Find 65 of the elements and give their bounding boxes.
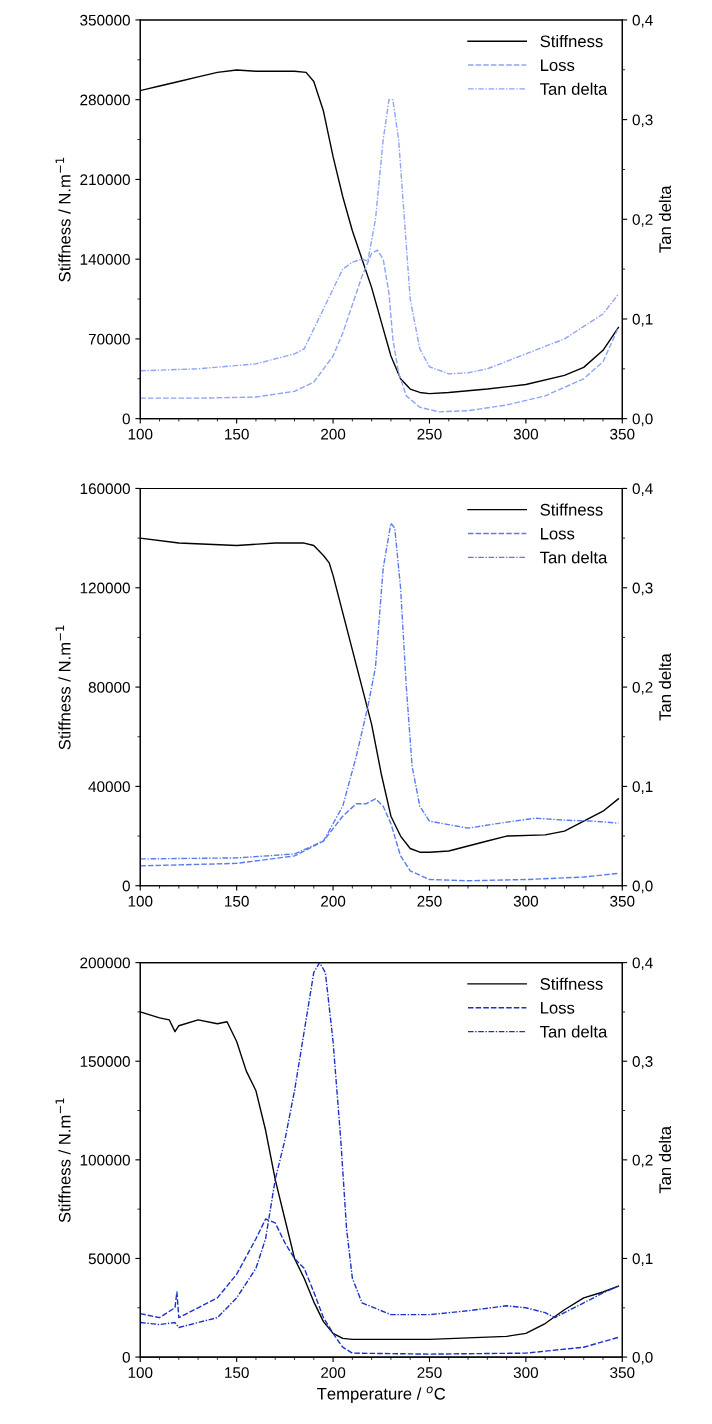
y-tick-label: 160000 xyxy=(80,483,130,495)
x-tick-label: 350 xyxy=(610,1367,635,1379)
y-tick-label: 50000 xyxy=(88,1253,130,1265)
y2-tick-label: 0,3 xyxy=(632,582,653,596)
x-tick-label: 250 xyxy=(417,895,442,907)
y-tick-label: 70000 xyxy=(88,333,130,345)
x-tick-label: 300 xyxy=(513,895,539,907)
y2-tick-label: 0,0 xyxy=(632,413,653,427)
x-tick-label: 150 xyxy=(225,895,249,907)
y2-tick-label: 0,1 xyxy=(632,1253,653,1266)
y-tick-label: 350000 xyxy=(80,14,130,26)
x-tick-label: 150 xyxy=(225,428,249,440)
legend-label: Tan delta xyxy=(540,82,608,95)
y2-tick-label: 0,4 xyxy=(632,14,653,28)
y2-axis-title: Tan delta xyxy=(658,1126,672,1194)
legend-label: Stiffness xyxy=(540,34,603,48)
y2-tick-label: 0,3 xyxy=(632,1056,653,1069)
y2-tick-label: 0,0 xyxy=(632,880,653,894)
y-tick-label: 80000 xyxy=(88,681,130,693)
x-tick-label: 200 xyxy=(321,1367,346,1379)
x-axis-title: Temperature / $^{o}$C xyxy=(317,1386,446,1403)
x-tick-label: 350 xyxy=(610,895,635,907)
legend-label: Tan delta xyxy=(540,1025,608,1038)
y-tick-label: 150000 xyxy=(80,1056,130,1067)
y-tick-label: 120000 xyxy=(80,582,130,594)
y2-tick-label: 0,0 xyxy=(632,1351,653,1365)
x-tick-label: 250 xyxy=(417,428,442,440)
y2-tick-label: 0,4 xyxy=(632,957,653,971)
y-axis-title: Stiffness / N.m$^{−1}$ xyxy=(55,157,71,282)
legend-label: Stiffness xyxy=(540,503,603,516)
y-tick-label: 100000 xyxy=(80,1154,130,1166)
y-tick-label: 0 xyxy=(122,413,130,425)
y2-tick-label: 0,3 xyxy=(632,114,653,128)
y-tick-label: 140000 xyxy=(80,254,130,265)
x-tick-label: 300 xyxy=(513,428,539,440)
x-tick-label: 200 xyxy=(321,428,346,440)
legend-label: Tan delta xyxy=(540,551,608,564)
y-tick-label: 0 xyxy=(122,880,130,892)
y2-tick-label: 0,1 xyxy=(632,313,653,327)
y-tick-label: 40000 xyxy=(88,781,130,793)
y-axis-title: Stiffness / N.m$^{−1}$ xyxy=(55,1098,71,1223)
x-tick-label: 350 xyxy=(610,428,635,440)
y-tick-label: 200000 xyxy=(80,957,130,969)
y2-axis-title: Tan delta xyxy=(658,653,672,721)
legend-label: Loss xyxy=(541,527,575,540)
y2-tick-label: 0,2 xyxy=(632,681,653,695)
legend-label: Loss xyxy=(541,1002,575,1014)
x-tick-label: 100 xyxy=(128,1367,153,1379)
y2-tick-label: 0,2 xyxy=(632,214,653,227)
y2-axis-title: Tan delta xyxy=(658,185,672,253)
y-tick-label: 280000 xyxy=(80,94,130,106)
y2-tick-label: 0,2 xyxy=(632,1154,653,1168)
y2-tick-label: 0,4 xyxy=(632,483,653,496)
x-tick-label: 300 xyxy=(513,1367,539,1379)
y2-tick-label: 0,1 xyxy=(632,781,653,794)
x-tick-label: 100 xyxy=(128,428,153,440)
y-axis-title: Stiffness / N.m$^{−1}$ xyxy=(55,625,71,750)
x-tick-label: 250 xyxy=(417,1367,442,1379)
legend-label: Loss xyxy=(541,59,575,72)
x-tick-label: 150 xyxy=(225,1367,249,1379)
x-tick-label: 200 xyxy=(321,895,346,907)
legend-label: Stiffness xyxy=(540,977,603,990)
y-tick-label: 210000 xyxy=(80,174,130,186)
x-tick-label: 100 xyxy=(128,895,153,907)
y-tick-label: 0 xyxy=(122,1351,130,1363)
